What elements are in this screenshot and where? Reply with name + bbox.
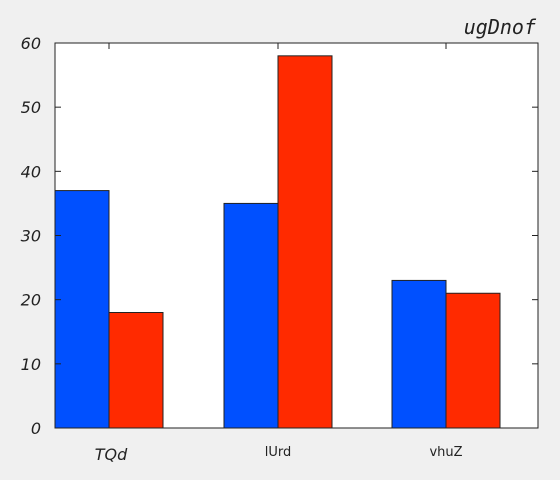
bar-vhuZ-series-1: [391, 279, 447, 429]
chart-title: ugDnof: [464, 15, 537, 39]
y-tick-label-10: 10: [21, 355, 41, 374]
bars-layer: [54, 55, 501, 429]
y-tick-label-20: 20: [21, 291, 41, 310]
x-tick-label-vhuZ: vhuZ: [429, 445, 462, 460]
bar-vhuZ-series-2: [445, 292, 501, 429]
bar-lUrd-series-1: [223, 202, 279, 429]
y-tick-label-30: 30: [21, 227, 41, 246]
x-tick-label-TQd: TQd: [95, 445, 128, 464]
y-tick-label-0: 0: [31, 419, 41, 438]
x-axis: TQd lUrd vhuZ: [95, 43, 463, 464]
bar-lUrd-series-2: [277, 55, 333, 429]
x-tick-label-lUrd: lUrd: [265, 445, 292, 460]
bar-TQd-series-2: [108, 312, 164, 429]
bar-TQd-series-1: [54, 190, 110, 429]
y-tick-label-50: 50: [21, 98, 41, 117]
y-tick-label-40: 40: [21, 162, 41, 181]
y-tick-label-60: 60: [21, 34, 41, 53]
y-axis: 0 10 20 30 40 50 60: [21, 34, 538, 438]
